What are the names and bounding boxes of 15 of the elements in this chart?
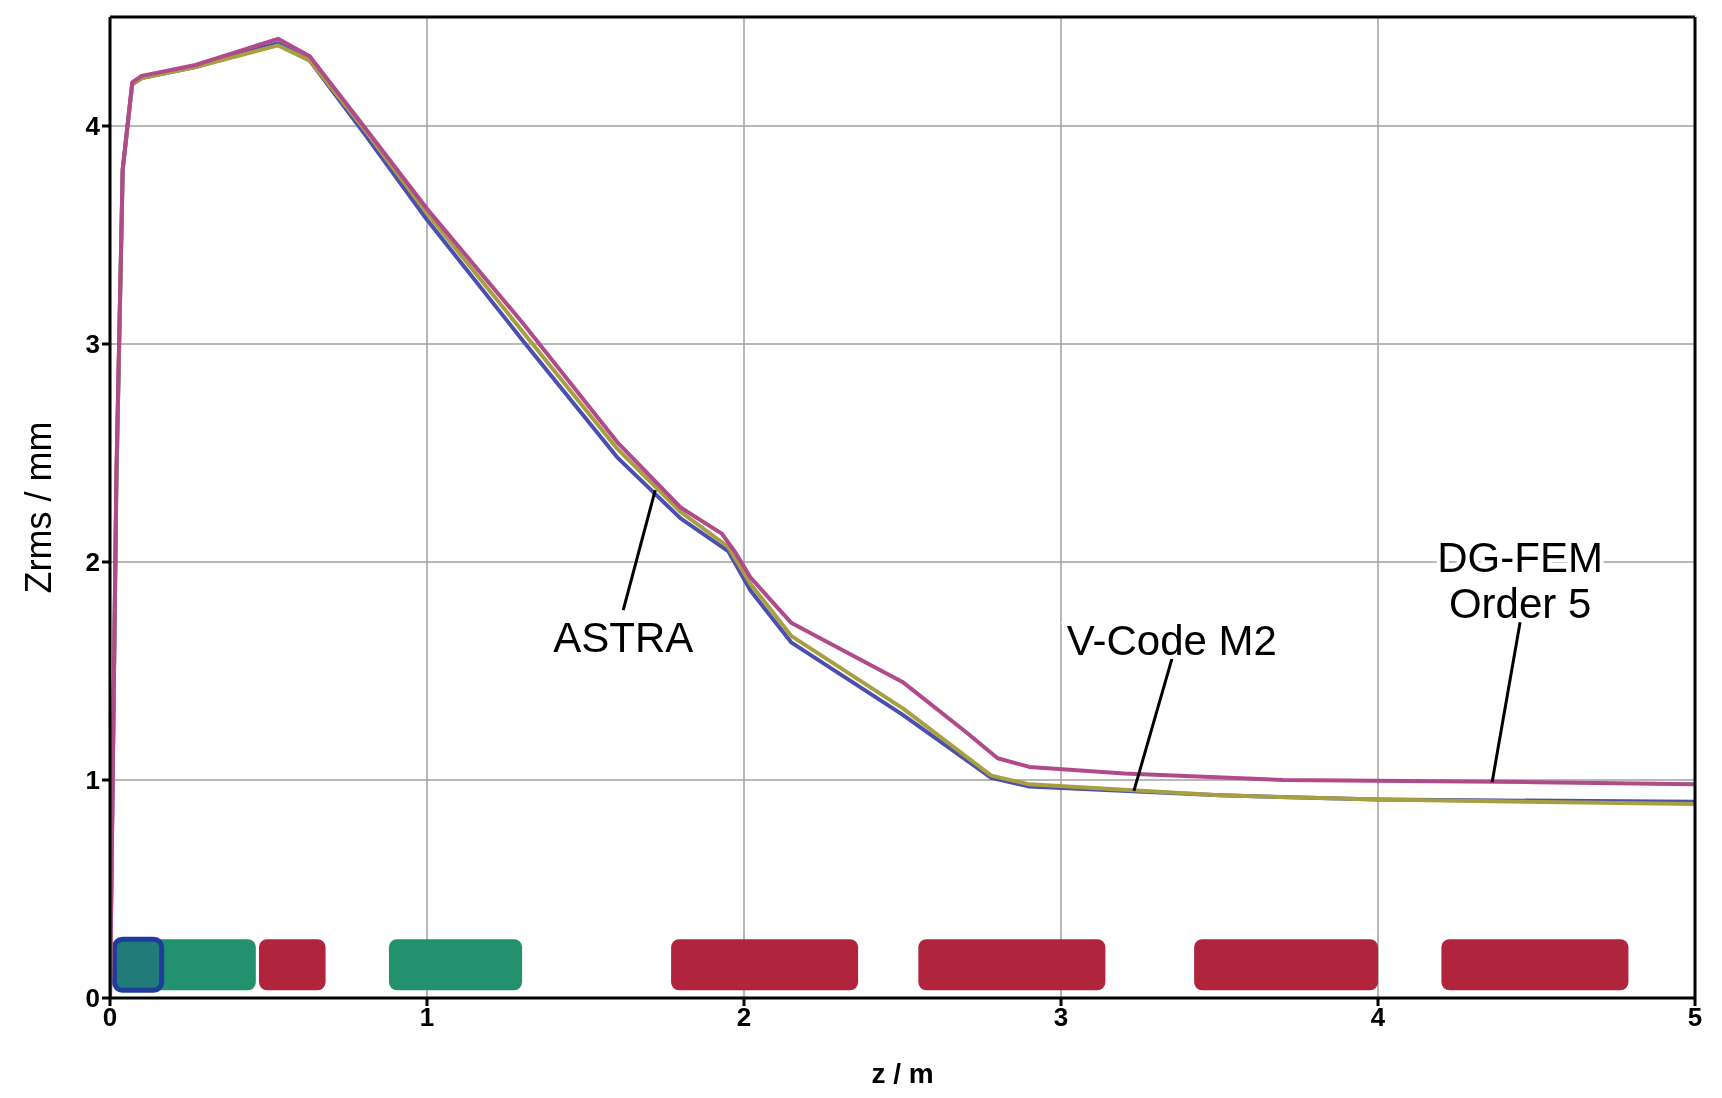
annotation: V-Code M2 [1066,616,1277,664]
y-tick-label: 4 [85,111,101,142]
x-tick-label: 4 [1370,1002,1386,1033]
x-tick-label: 2 [736,1002,752,1033]
y-tick-label: 0 [85,983,100,1014]
x-tick-label: 5 [1687,1002,1703,1033]
y-axis-title: Zrms / mm [17,421,59,594]
x-axis-title: z / m [871,1058,934,1089]
y-tick-label: 2 [85,547,100,578]
annotation: DG-FEM Order 5 [1437,534,1603,628]
x-tick-label: 1 [419,1002,435,1033]
y-tick-label: 3 [85,329,100,360]
x-tick-label: 3 [1053,1002,1069,1033]
y-tick-label: 1 [85,765,100,796]
annotation: ASTRA [553,614,694,662]
